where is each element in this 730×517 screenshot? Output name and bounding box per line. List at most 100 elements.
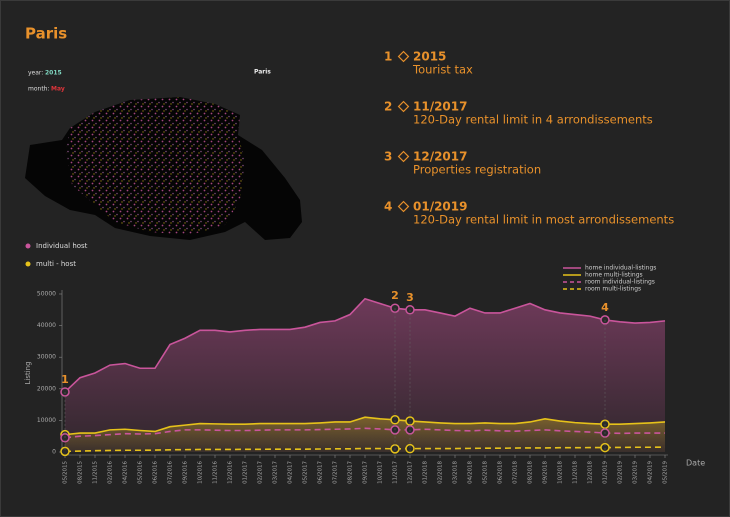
x-tick-label: 12/2018 bbox=[588, 461, 594, 484]
x-tick-label: 10/2017 bbox=[378, 461, 384, 484]
y-tick-label: 30000 bbox=[37, 354, 56, 361]
event-diamond bbox=[397, 50, 410, 63]
x-tick-label: 06/2017 bbox=[318, 461, 324, 484]
x-tick-label: 10/2016 bbox=[198, 461, 204, 484]
year-label: year: bbox=[28, 70, 43, 77]
x-tick-label: 11/2016 bbox=[213, 461, 219, 484]
x-tick-label: 08/2017 bbox=[348, 461, 354, 484]
legend-label: multi - host bbox=[36, 260, 76, 268]
event-diamond bbox=[397, 100, 410, 113]
map: year: 2015 month: May Paris bbox=[25, 69, 302, 240]
legend-label: Individual host bbox=[36, 242, 88, 250]
x-tick-label: 10/2018 bbox=[558, 461, 564, 484]
event-diamond bbox=[397, 200, 410, 213]
event-label: 2 bbox=[391, 289, 399, 302]
x-tick-label: 07/2017 bbox=[333, 461, 339, 484]
y-tick-label: 10000 bbox=[37, 417, 56, 424]
x-tick-label: 05/2017 bbox=[303, 461, 309, 484]
series-line bbox=[64, 416, 666, 436]
x-tick-label: 04/2017 bbox=[288, 461, 294, 484]
x-tick-label: 11/2017 bbox=[393, 461, 399, 484]
series-area bbox=[65, 417, 665, 452]
event-date: 12/2017 bbox=[413, 150, 467, 164]
event-number: 1 bbox=[384, 50, 392, 64]
x-tick-label: 01/2019 bbox=[603, 461, 609, 484]
event-date: 11/2017 bbox=[413, 100, 467, 114]
event-marker bbox=[390, 415, 400, 425]
event-text: Properties registration bbox=[413, 163, 541, 177]
x-tick-label: 05/2015 bbox=[63, 461, 69, 484]
event-label: 3 bbox=[406, 291, 414, 304]
series-line bbox=[64, 427, 665, 439]
x-tick-label: 05/2016 bbox=[138, 461, 144, 484]
x-tick-label: 01/2017 bbox=[243, 461, 249, 484]
x-tick-label: 04/2019 bbox=[648, 461, 654, 484]
event-date: 2015 bbox=[413, 50, 446, 64]
event-label: 1 bbox=[61, 373, 69, 386]
x-tick-label: 03/2017 bbox=[273, 461, 279, 484]
x-tick-label: 06/2018 bbox=[498, 461, 504, 484]
x-tick-label: 04/2016 bbox=[123, 461, 129, 484]
map-legend: Individual host multi - host bbox=[25, 242, 88, 268]
y-axis-label: Listing bbox=[24, 361, 32, 384]
x-tick-label: 12/2016 bbox=[228, 461, 234, 484]
month-label: month: bbox=[28, 86, 50, 93]
y-tick-label: 40000 bbox=[37, 322, 56, 329]
event-date: 01/2019 bbox=[413, 200, 467, 214]
event-text: Tourist tax bbox=[412, 63, 473, 77]
x-tick-label: 08/2015 bbox=[78, 461, 84, 484]
legend-label: room multi-listings bbox=[585, 286, 641, 293]
event-text: 120-Day rental limit in 4 arrondissement… bbox=[413, 113, 653, 127]
x-tick-label: 05/2019 bbox=[663, 461, 669, 484]
series-line bbox=[64, 446, 666, 453]
x-tick-label: 09/2018 bbox=[543, 461, 549, 484]
event-number: 4 bbox=[384, 200, 392, 214]
event-marker bbox=[405, 443, 415, 454]
x-tick-label: 02/2017 bbox=[258, 461, 264, 484]
x-tick-label: 09/2016 bbox=[183, 461, 189, 484]
map-name: Paris bbox=[254, 69, 271, 76]
x-tick-label: 12/2017 bbox=[408, 461, 414, 484]
map-dots bbox=[66, 97, 245, 235]
x-tick-label: 03/2019 bbox=[633, 461, 639, 484]
x-tick-label: 08/2018 bbox=[528, 461, 534, 484]
x-tick-label: 04/2018 bbox=[468, 461, 474, 484]
x-tick-label: 09/2017 bbox=[363, 461, 369, 484]
legend-dot bbox=[25, 261, 31, 267]
x-tick-label: 02/2016 bbox=[108, 461, 114, 484]
event-marker bbox=[600, 442, 610, 453]
x-tick-label: 07/2018 bbox=[513, 461, 519, 484]
x-tick-label: 06/2016 bbox=[153, 461, 159, 484]
y-tick-label: 20000 bbox=[37, 385, 56, 392]
x-axis-label: Date bbox=[686, 459, 705, 468]
series-line bbox=[64, 297, 666, 393]
legend-label: home multi-listings bbox=[585, 272, 643, 279]
y-tick-label: 0 bbox=[52, 449, 56, 456]
x-tick-label: 03/2018 bbox=[453, 461, 459, 484]
event-number: 3 bbox=[384, 150, 392, 164]
legend-label: room individual-listings bbox=[585, 279, 655, 286]
legend-dot bbox=[25, 243, 31, 249]
x-tick-label: 02/2019 bbox=[618, 461, 624, 484]
x-tick-label: 11/2015 bbox=[93, 461, 99, 484]
page-title: Paris bbox=[25, 25, 67, 43]
event-diamond bbox=[397, 150, 410, 163]
y-tick-label: 50000 bbox=[37, 291, 56, 298]
event-marker bbox=[60, 446, 70, 457]
year-value: 2015 bbox=[45, 70, 62, 77]
event-text: 120-Day rental limit in most arrondissem… bbox=[413, 213, 674, 227]
legend-label: home individual-listings bbox=[585, 265, 656, 272]
series-area bbox=[65, 298, 665, 452]
month-value: May bbox=[51, 86, 65, 93]
x-tick-label: 07/2016 bbox=[168, 461, 174, 484]
chart: 0 10000 20000 30000 40000 50000 05/2015 08/2015… bbox=[24, 265, 705, 484]
event-label: 4 bbox=[601, 301, 609, 314]
event-number: 2 bbox=[384, 100, 392, 114]
x-tick-label: 02/2018 bbox=[438, 461, 444, 484]
event-marker bbox=[405, 416, 415, 426]
x-tick-label: 11/2018 bbox=[573, 461, 579, 484]
x-tick-label: 05/2018 bbox=[483, 461, 489, 484]
x-tick-label: 01/2018 bbox=[423, 461, 429, 484]
